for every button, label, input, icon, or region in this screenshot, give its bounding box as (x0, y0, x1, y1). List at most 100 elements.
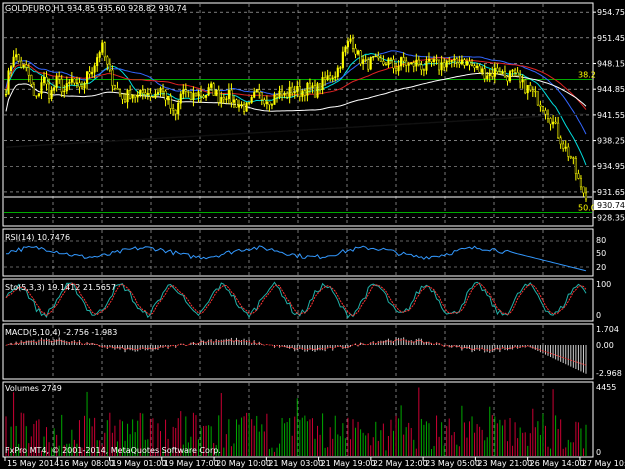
candle-body (572, 157, 575, 159)
price-scale[interactable]: 954.75 951.45 948.15 944.85 941.55 938.25 934.… (593, 8, 625, 223)
candle-body (288, 86, 291, 98)
candle-body (367, 59, 370, 70)
candle-body (116, 88, 119, 90)
candle-body (379, 57, 382, 62)
candle-body (562, 143, 565, 149)
time-label: 21 May 03:00 (268, 459, 323, 468)
candle-body (329, 75, 332, 79)
candle-body (410, 62, 413, 65)
candle-body (129, 90, 132, 99)
time-label: 15 May 2014 (7, 459, 59, 468)
candle-body (496, 67, 499, 72)
candle-body (526, 85, 529, 94)
candle-body (397, 65, 400, 72)
candle-body (260, 92, 263, 100)
candle-body (324, 77, 327, 80)
candle-body (149, 93, 152, 97)
fibonacci-levels: 38.2 50.0 (4, 70, 596, 214)
candle-body (151, 96, 154, 98)
candle-body (483, 68, 486, 79)
candle-body (93, 65, 96, 73)
candle-body (243, 104, 246, 112)
candle-body (281, 90, 284, 96)
price-tick-label: 931.65 (597, 188, 625, 197)
candle-body (362, 59, 365, 65)
candle-body (167, 95, 170, 101)
candle-body (32, 83, 35, 96)
candle-body (546, 113, 550, 119)
rsi-tick-50: 50 (596, 249, 606, 258)
volume-label: Volumes 2749 (5, 384, 62, 393)
candle-body (552, 121, 555, 125)
candle-body (321, 77, 324, 91)
candle-body (177, 102, 180, 115)
candle-body (7, 70, 10, 95)
candle-body (498, 71, 501, 75)
candle-body (582, 186, 585, 194)
candle-body (22, 64, 25, 68)
candle-body (493, 67, 496, 77)
candle-body (503, 71, 507, 78)
candle-body (235, 99, 238, 108)
candle-body (405, 60, 408, 66)
candle-body (443, 62, 446, 68)
candle-body (455, 58, 458, 63)
candle-body (268, 101, 271, 105)
time-label: 27 May 10:00 (582, 459, 625, 468)
macd-tick-zero: 0.00 (596, 341, 614, 350)
candle-body (412, 62, 415, 67)
candle-body (164, 90, 167, 101)
candle-body (438, 59, 441, 71)
time-label: 19 May 17:00 (164, 459, 219, 468)
candle-body (27, 67, 30, 76)
candle-body (511, 69, 514, 72)
candle-body (225, 98, 228, 100)
candle-body (491, 73, 494, 77)
price-tick-label: 928.35 (597, 214, 625, 223)
candle-body (253, 92, 256, 98)
candle-body (531, 89, 534, 92)
price-tick-label: 938.25 (597, 137, 625, 146)
candle-body (250, 97, 253, 103)
fib-level-label: 50.0 (578, 204, 596, 213)
candle-body (514, 69, 517, 73)
candle-body (579, 178, 582, 188)
macd-tick-low: -2.968 (596, 369, 622, 378)
candle-body (50, 90, 53, 99)
candle-body (369, 57, 372, 70)
long-moving-average (5, 113, 587, 148)
candle-body (293, 91, 296, 94)
candle-body (108, 63, 111, 71)
candle-body (80, 86, 84, 89)
candle-body (313, 85, 317, 98)
candle-body (83, 82, 86, 89)
candle-body (154, 93, 157, 98)
candle-body (169, 95, 172, 109)
candle-body (303, 90, 306, 96)
candle-body (541, 106, 544, 111)
candle-body (529, 85, 532, 91)
candle-body (351, 38, 355, 49)
candle-body (392, 59, 395, 69)
candle-body (258, 89, 261, 93)
price-tick-label: 941.55 (597, 111, 625, 120)
stochastic-main-line (5, 281, 587, 319)
rsi-line (6, 245, 587, 272)
candle-body (349, 38, 352, 42)
candle-body (549, 118, 552, 125)
candle-body (159, 87, 162, 93)
candle-body (78, 82, 81, 88)
candle-body (255, 89, 258, 93)
candle-body (73, 78, 76, 84)
candle-body (326, 75, 329, 80)
candle-body (478, 65, 481, 73)
candle-body (308, 82, 311, 89)
candle-body (248, 102, 251, 104)
candle-body (222, 97, 225, 100)
candle-body (458, 62, 461, 65)
candle-body (20, 60, 23, 68)
stochastic-signal-line (5, 282, 587, 317)
candle-body (60, 79, 63, 93)
